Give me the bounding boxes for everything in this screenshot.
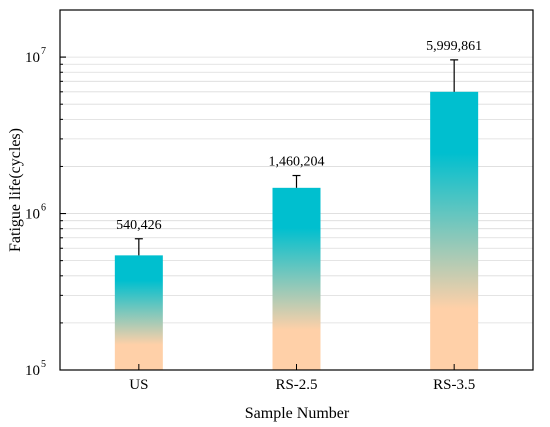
y-tick-exponent: 5 xyxy=(41,359,46,370)
x-tick-label: US xyxy=(129,377,148,393)
bar xyxy=(272,187,321,370)
y-tick-exponent: 7 xyxy=(41,46,46,57)
data-label: 5,999,861 xyxy=(426,39,482,54)
data-labels: 540,426 1,460,204 5,999,861 xyxy=(116,39,482,233)
data-label: 540,426 xyxy=(116,218,162,233)
x-tick-label: RS-2.5 xyxy=(275,377,317,393)
bars xyxy=(114,91,479,371)
y-axis-label: Fatigue life(cycles) xyxy=(7,128,24,252)
data-label: 1,460,204 xyxy=(269,155,325,170)
bar xyxy=(114,255,163,370)
y-tick-label: 10 xyxy=(25,50,40,66)
y-tick-label: 10 xyxy=(25,363,40,379)
x-tick-label: RS-3.5 xyxy=(433,377,475,393)
y-tick-exponent: 6 xyxy=(41,203,46,214)
error-bars xyxy=(134,59,459,256)
y-tick-label: 10 xyxy=(25,207,40,223)
bar xyxy=(430,91,479,371)
x-axis: US RS-2.5 RS-3.5 xyxy=(129,364,475,393)
x-axis-label: Sample Number xyxy=(245,405,350,422)
